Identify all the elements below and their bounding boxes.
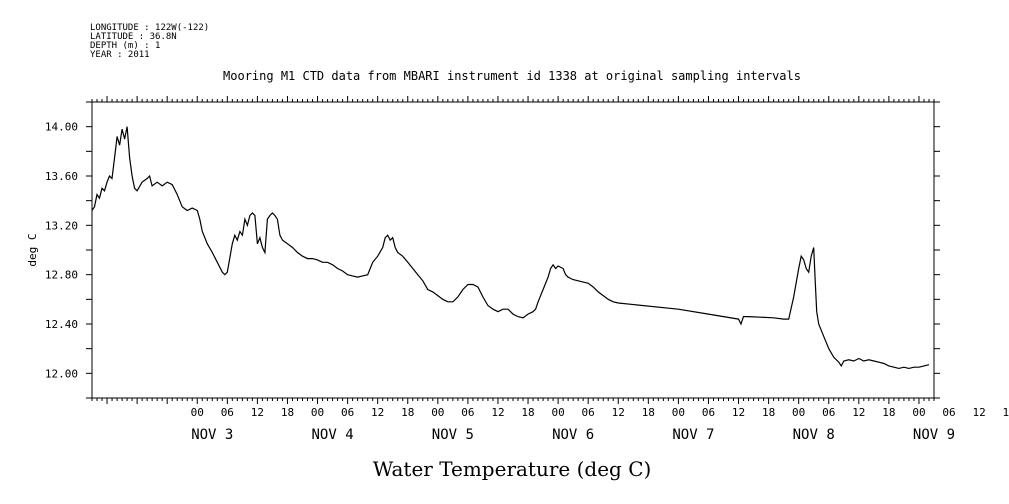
x-tick-label: 12 (732, 406, 745, 419)
x-tick-label: 12 (251, 406, 264, 419)
x-tick-label: 18 (762, 406, 775, 419)
y-tick-label: 14.00 (45, 121, 78, 134)
x-day-labels: NOV 3 NOV 4 NOV 5 NOV 6 NOV 7 NOV 8 NOV 9 (191, 427, 955, 443)
x-tick-label: 18 (401, 406, 414, 419)
x-tick-label: 06 (822, 406, 835, 419)
meta-info-block: LONGITUDE : 122W(-122) LATITUDE : 36.8N … (90, 23, 209, 60)
y-tick-label: 13.20 (45, 219, 78, 232)
series-line (91, 126, 930, 370)
x-tick-label: 00 (551, 406, 564, 419)
x-tick-label: 18 (642, 406, 655, 419)
meta-latitude: LATITUDE : 36.8N (90, 32, 177, 42)
day-label: NOV 7 (672, 427, 714, 443)
meta-longitude: LONGITUDE : 122W(-122) (90, 23, 209, 33)
day-label: NOV 3 (191, 427, 233, 443)
x-tick-label: 00 (912, 406, 925, 419)
y-axis-label: deg C (26, 233, 39, 266)
day-label: NOV 8 (793, 427, 835, 443)
x-tick-label: 06 (942, 406, 955, 419)
x-tick-label: 18 (1003, 406, 1009, 419)
x-tick-labels: 00 06 12 18 00 06 12 18 00 06 12 18 00 06 12 18 00 06 12 18… (191, 406, 1009, 419)
meta-depth: DEPTH (m) : 1 (90, 41, 160, 51)
x-tick-label: 06 (221, 406, 234, 419)
x-tick-label: 12 (612, 406, 625, 419)
x-tick-label: 00 (431, 406, 444, 419)
y-tick-labels: 14.00 13.60 13.20 12.80 12.40 12.00 (45, 121, 78, 381)
y-tick-label: 12.00 (45, 367, 78, 380)
x-tick-label: 00 (672, 406, 685, 419)
x-tick-label: 06 (582, 406, 595, 419)
x-tick-label: 12 (491, 406, 504, 419)
x-tick-label: 00 (191, 406, 204, 419)
x-tick-label: 18 (521, 406, 534, 419)
y-tick-label: 12.80 (45, 269, 78, 282)
x-tick-label: 12 (852, 406, 865, 419)
day-label: NOV 9 (913, 427, 955, 443)
y-tick-label: 12.40 (45, 318, 78, 331)
day-label: NOV 5 (432, 427, 474, 443)
day-label: NOV 4 (311, 427, 353, 443)
day-label: NOV 6 (552, 427, 594, 443)
x-tick-label: 06 (461, 406, 474, 419)
plot-border (91, 101, 935, 399)
chart-title: Mooring M1 CTD data from MBARI instrumen… (223, 69, 801, 83)
x-tick-label: 12 (972, 406, 985, 419)
y-tick-label: 13.60 (45, 170, 78, 183)
x-tick-label: 00 (792, 406, 805, 419)
x-tick-label: 06 (341, 406, 354, 419)
x-tick-label: 18 (281, 406, 294, 419)
x-axis-label: Water Temperature (deg C) (373, 457, 652, 481)
axis-ticks (86, 96, 940, 404)
series-group (91, 126, 930, 370)
meta-year: YEAR : 2011 (90, 50, 150, 60)
x-tick-label: 12 (371, 406, 384, 419)
x-tick-label: 18 (882, 406, 895, 419)
x-tick-label: 06 (702, 406, 715, 419)
x-tick-label: 00 (311, 406, 324, 419)
plot-frame (91, 101, 935, 399)
